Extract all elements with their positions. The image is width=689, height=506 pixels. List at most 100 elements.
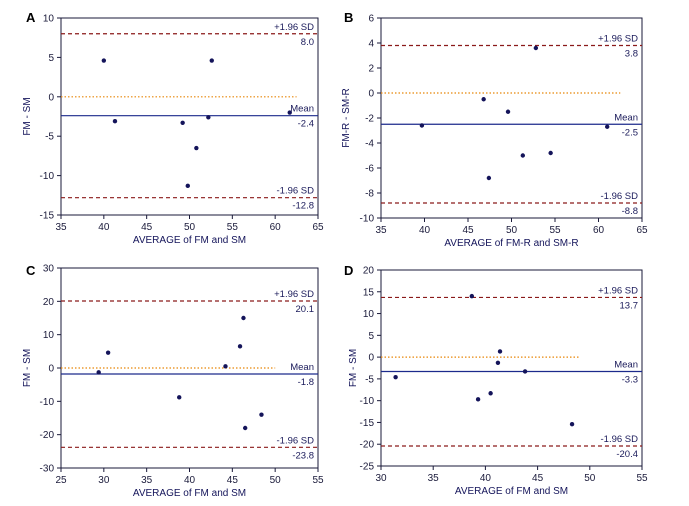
panel-a-data-point bbox=[112, 119, 118, 124]
panel-a-xtick-label: 35 bbox=[55, 222, 67, 233]
panel-c-xtick-label: 40 bbox=[184, 475, 196, 486]
panel-d-lower-limit-label: -1.96 SD bbox=[601, 434, 639, 445]
panel-a-label: A bbox=[26, 10, 36, 25]
panel-b-lower-limit-label: -1.96 SD bbox=[601, 191, 639, 202]
panel-b-x-axis-label: AVERAGE of FM-R and SM-R bbox=[444, 238, 578, 249]
panel-d-ytick-label: -20 bbox=[360, 440, 375, 451]
panel-a-data-point bbox=[287, 110, 292, 115]
panel-c-xtick-label: 50 bbox=[270, 475, 282, 486]
panel-b-mean-label: Mean bbox=[614, 112, 638, 123]
panel-c-data-point bbox=[177, 395, 182, 400]
panel-c-x-axis-label: AVERAGE of FM and SM bbox=[133, 488, 246, 499]
panel-c-xtick-label: 55 bbox=[312, 475, 324, 486]
panel-c-ytick-label: 10 bbox=[43, 330, 55, 341]
panel-b-data-point bbox=[533, 45, 539, 51]
panel-d-label: D bbox=[344, 263, 353, 278]
panel-b-data-point bbox=[486, 175, 492, 181]
panel-a-y-axis-label: FM - SM bbox=[22, 97, 33, 135]
panel-b-mean-value: -2.5 bbox=[622, 127, 638, 138]
panel-b-data-point bbox=[548, 150, 553, 156]
panel-c-ytick-label: 30 bbox=[43, 264, 55, 275]
panel-d-ytick-label: 5 bbox=[368, 331, 374, 342]
panel-c-lower-limit-label: -1.96 SD bbox=[277, 435, 315, 446]
panel-d-data-point bbox=[497, 349, 503, 354]
panel-d-xtick-label: 50 bbox=[584, 473, 596, 484]
panel-d-plot-frame bbox=[380, 269, 643, 467]
panel-d-data-point bbox=[475, 397, 481, 402]
panel-b-ytick-label: 4 bbox=[368, 39, 374, 50]
panel-d-ytick-label: -10 bbox=[360, 396, 375, 407]
panel-c-label: C bbox=[26, 263, 36, 278]
panel-a-ytick-label: 5 bbox=[48, 53, 54, 64]
panel-d-ytick-label: -5 bbox=[365, 374, 374, 385]
panel-a-ytick-label: -15 bbox=[40, 211, 55, 222]
panel-c-ytick-label: -10 bbox=[40, 397, 55, 408]
panel-c-upper-limit-value: 20.1 bbox=[296, 304, 315, 315]
panel-c-data-point bbox=[259, 412, 264, 417]
panel-b-ytick-label: 0 bbox=[368, 89, 374, 100]
panel-c-xtick-label: 35 bbox=[141, 475, 153, 486]
panel-b-xtick-label: 35 bbox=[375, 225, 387, 236]
panel-b-data-point bbox=[481, 97, 486, 102]
panel-c-data-point bbox=[223, 364, 228, 369]
panel-a-data-point bbox=[185, 183, 190, 189]
panel-b-xtick-label: 50 bbox=[506, 225, 518, 236]
panel-d-data-point bbox=[495, 360, 501, 365]
panel-d-y-axis-label: FM - SM bbox=[348, 349, 359, 387]
panel-a-xtick-label: 55 bbox=[227, 222, 239, 233]
panel-b-upper-limit-value: 3.8 bbox=[625, 49, 638, 60]
panel-c-xtick-label: 45 bbox=[227, 475, 239, 486]
panel-c-ytick-label: -20 bbox=[40, 430, 55, 441]
panel-d-data-point bbox=[522, 369, 528, 374]
panel-b-xtick-label: 60 bbox=[593, 225, 605, 236]
panel-d-xtick-label: 45 bbox=[532, 473, 544, 484]
panel-c-ytick-label: 20 bbox=[43, 297, 55, 308]
panel-b-data-point bbox=[419, 123, 425, 128]
panel-b-data-point bbox=[505, 109, 511, 114]
panel-d-data-point bbox=[488, 391, 493, 396]
panel-b-xtick-label: 55 bbox=[549, 225, 561, 236]
panel-a-xtick-label: 45 bbox=[141, 222, 153, 233]
panel-c-lower-limit-value: -23.8 bbox=[292, 450, 314, 461]
panel-b-plot-frame bbox=[380, 17, 643, 219]
panel-b-ytick-label: 2 bbox=[368, 64, 374, 75]
panel-b-ytick-label: 6 bbox=[368, 14, 374, 25]
panel-c-xtick-label: 25 bbox=[55, 475, 67, 486]
panel-b-xtick-label: 65 bbox=[636, 225, 648, 236]
panel-d-ytick-label: -15 bbox=[360, 418, 375, 429]
panel-a-data-point bbox=[209, 58, 214, 63]
panel-b-xtick-label: 45 bbox=[462, 225, 474, 236]
panel-b-lower-limit-value: -8.8 bbox=[622, 206, 638, 217]
panel-b-data-point bbox=[605, 124, 610, 129]
panel-a-data-point bbox=[180, 120, 185, 126]
panel-d-mean-label: Mean bbox=[614, 359, 638, 370]
panel-d-mean-value: -3.3 bbox=[622, 374, 638, 385]
panel-d-xtick-label: 40 bbox=[480, 473, 492, 484]
panel-b-ytick-label: -8 bbox=[365, 189, 374, 200]
panel-a-upper-limit-label: +1.96 SD bbox=[274, 22, 314, 33]
panel-b-ytick-label: -4 bbox=[365, 139, 374, 150]
panel-d-data-point bbox=[569, 421, 575, 427]
panel-b-label: B bbox=[344, 10, 353, 25]
panel-b-ytick-label: -10 bbox=[360, 214, 375, 225]
panel-d-xtick-label: 55 bbox=[636, 473, 648, 484]
panel-a-data-point bbox=[194, 145, 199, 151]
panel-c-y-axis-label: FM - SM bbox=[22, 349, 33, 387]
panel-c-upper-limit-label: +1.96 SD bbox=[274, 289, 314, 300]
panel-a-mean-value: -2.4 bbox=[298, 119, 314, 130]
panel-d-lower-limit-value: -20.4 bbox=[616, 449, 638, 460]
panel-c-mean-value: -1.8 bbox=[298, 377, 314, 388]
panel-d-upper-limit-label: +1.96 SD bbox=[598, 285, 638, 296]
panel-c-data-point bbox=[96, 370, 101, 375]
panel-d-ytick-label: 0 bbox=[368, 353, 374, 364]
panel-d-data-point bbox=[469, 293, 475, 299]
panel-c-xtick-label: 30 bbox=[98, 475, 110, 486]
panel-a-data-point bbox=[206, 115, 211, 120]
panel-a-lower-limit-label: -1.96 SD bbox=[277, 186, 315, 197]
panel-b-y-axis-label: FM-R - SM-R bbox=[341, 88, 352, 147]
panel-d-ytick-label: 20 bbox=[363, 266, 375, 277]
panel-d-xtick-label: 30 bbox=[375, 473, 387, 484]
panel-a-upper-limit-value: 8.0 bbox=[301, 37, 314, 48]
